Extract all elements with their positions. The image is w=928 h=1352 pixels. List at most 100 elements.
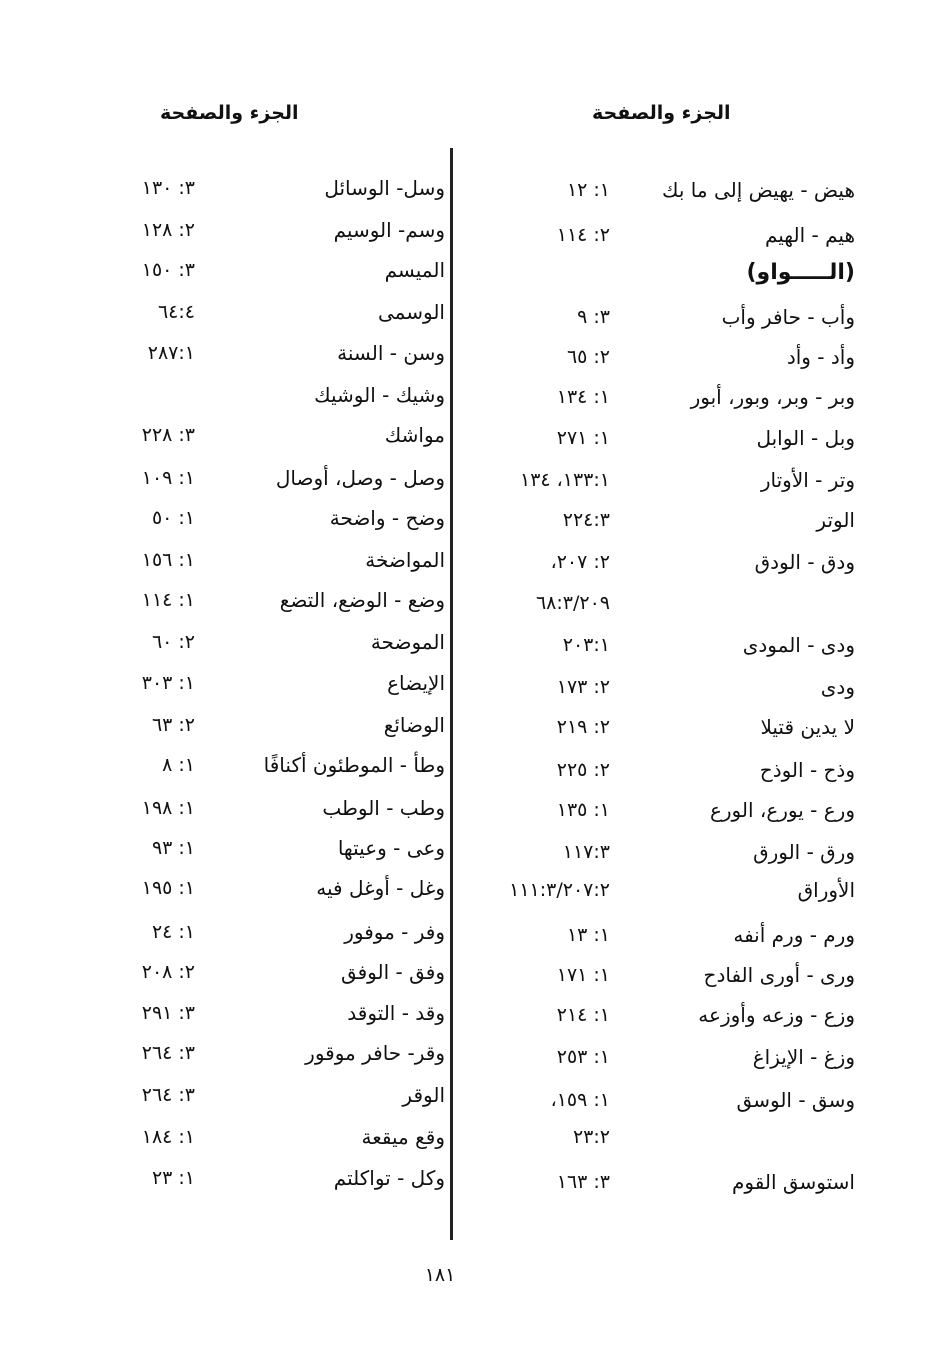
right-index-term: وزغ - الإيزاغ [752, 1045, 855, 1069]
left-index-term: وغل - أوغل فيه [316, 876, 445, 900]
left-index-term: وكل - تواكلتم [333, 1166, 445, 1190]
right-index-term: وبر - وبر، وبور، أبور [690, 385, 855, 409]
left-index-term: الوقر [402, 1083, 445, 1107]
right-page-reference: ٢١٤ :١ [556, 1004, 610, 1026]
left-index-term: الإيضاع [387, 671, 445, 695]
left-index-term: وسم- الوسيم [333, 218, 445, 242]
right-index-term: ودى - المودى [742, 633, 855, 657]
right-page-reference: ٢١٩ :٢ [556, 716, 610, 738]
left-page-reference: ١٨٤ :١ [141, 1126, 195, 1148]
left-page-reference: ١٣٠ :٣ [141, 177, 195, 199]
right-page-reference: ٢٠٣:١ [562, 634, 610, 656]
left-index-term: وقر- حافر موقور [305, 1041, 445, 1065]
left-index-term: الوضائع [383, 713, 445, 737]
left-page-reference: ١٥٠ :٣ [141, 259, 195, 281]
right-index-term: الأوراق [797, 878, 855, 902]
left-index-term: مواشك [384, 423, 445, 447]
right-index-term: ورى - أورى الفادح [703, 963, 855, 987]
left-page-reference: ١٠٩ :١ [141, 467, 195, 489]
left-index-term: الوسمى [378, 300, 445, 324]
right-page-reference: ٦٥ :٢ [566, 346, 610, 368]
right-index-term: هيض - يهيض إلى ما بك [662, 178, 855, 202]
left-index-term: وطب - الوطب [322, 796, 445, 820]
right-page-reference: ،١٥٩ :١ [550, 1089, 610, 1111]
right-index-term: ورق - الورق [753, 840, 855, 864]
left-page-reference: ٢٤ :١ [151, 921, 195, 943]
left-page-reference: ٢٩١ :٣ [141, 1002, 195, 1024]
left-page-reference: ٢٦٤ :٣ [141, 1042, 195, 1064]
left-index-term: وعى - وعيتها [337, 836, 445, 860]
left-page-reference: ٢٨٧:١ [147, 342, 195, 364]
left-page-reference: ١٢٨ :٢ [141, 219, 195, 241]
left-page-reference: ٢٢٨ :٣ [141, 424, 195, 446]
column-divider [450, 148, 453, 1240]
right-index-term: استوسق القوم [732, 1170, 855, 1194]
right-page-reference: ٢٧١ :١ [556, 427, 610, 449]
right-column-header: الجزء والصفحة [592, 102, 731, 124]
left-page-reference: ١٩٥ :١ [141, 877, 195, 899]
left-page-reference: ٨ :١ [162, 754, 195, 776]
right-page-reference: ٢٣:٢ [572, 1126, 610, 1148]
right-index-term: ودى [820, 675, 855, 699]
left-page-reference: ٥٠ :١ [151, 507, 195, 529]
right-index-term: الوتر [816, 508, 855, 532]
right-index-term: هيم - الهيم [764, 223, 855, 247]
right-page-reference: ،٢٠٧ :٢ [550, 551, 610, 573]
left-index-term: وطأ - الموطئون أكنافًا [263, 753, 445, 777]
page-number: ١٨١ [424, 1264, 456, 1286]
right-page-reference: ٩ :٣ [577, 306, 610, 328]
right-index-term: وأد - وأد [786, 345, 855, 369]
right-index-term: وسق - الوسق [736, 1088, 855, 1112]
right-index-term: ورم - ورم أنفه [733, 923, 855, 947]
right-page-reference: ١١١:٣/٢٠٧:٢ [509, 879, 610, 901]
left-index-term: وقد - التوقد [347, 1001, 445, 1025]
left-page-reference: ٦٠ :٢ [151, 631, 195, 653]
left-page-reference: ١١٤ :١ [141, 589, 195, 611]
left-page-reference: ١٩٨ :١ [141, 797, 195, 819]
left-index-term: وشيك - الوشيك [314, 383, 445, 407]
left-page-reference: ٢٠٨ :٢ [141, 961, 195, 983]
left-index-term: وقع ميقعة [361, 1125, 445, 1149]
right-index-term: وزع - وزعه وأوزعه [698, 1003, 855, 1027]
left-page-reference: ٣٠٣ :١ [141, 672, 195, 694]
left-index-term: وفق - الوفق [340, 960, 445, 984]
right-page-reference: ١٧١ :١ [556, 964, 610, 986]
right-page-reference: ١١٤ :٢ [556, 224, 610, 246]
right-page-reference: ٢٢٥ :٢ [556, 759, 610, 781]
right-index-term: وتر - الأوتار [760, 468, 855, 492]
left-index-term: وصل - وصل، أوصال [275, 466, 445, 490]
right-page-reference: ١٣٥ :١ [556, 799, 610, 821]
left-index-term: وضع - الوضع، التضع [279, 588, 445, 612]
right-page-reference: ١٢ :١ [566, 179, 610, 201]
right-page-reference: ٢٥٣ :١ [556, 1046, 610, 1068]
right-index-term: وذح - الوذح [759, 758, 855, 782]
right-index-term: وبل - الوابل [756, 426, 855, 450]
left-index-term: المواضخة [365, 548, 445, 572]
left-page-reference: ٢٦٤ :٣ [141, 1084, 195, 1106]
right-index-term: وأب - حافر وأب [721, 305, 855, 329]
right-index-term: لا يدين قتيلا [760, 715, 855, 739]
right-index-term: ودق - الودق [754, 550, 855, 574]
right-page-reference: ٦٨:٣/٢٠٩ [535, 592, 610, 614]
left-index-term: وضح - واضحة [329, 506, 445, 530]
left-index-term: وسل- الوسائل [324, 176, 445, 200]
right-page-reference: ١٦٣ :٣ [556, 1171, 610, 1193]
right-page-reference: ١٧٣ :٢ [556, 676, 610, 698]
right-page-reference: ٢٢٤:٣ [562, 509, 610, 531]
left-index-term: الميسم [384, 258, 445, 282]
section-heading: (الـــــواو) [746, 260, 855, 285]
right-page-reference: ١٣٤ ،١٣٣:١ [519, 469, 610, 491]
right-index-term: ورع - يورع، الورع [709, 798, 855, 822]
left-page-reference: ٢٣ :١ [151, 1167, 195, 1189]
left-index-term: وسن - السنة [337, 341, 445, 365]
right-page-reference: ١٣٤ :١ [556, 386, 610, 408]
left-index-term: وفر - موفور [344, 920, 445, 944]
left-index-term: الموضحة [370, 630, 445, 654]
right-page-reference: ١١٧:٣ [562, 841, 610, 863]
left-page-reference: ٦٤:٤ [157, 301, 195, 323]
left-page-reference: ٦٣ :٢ [151, 714, 195, 736]
left-column-header: الجزء والصفحة [160, 102, 299, 124]
left-page-reference: ٩٣ :١ [151, 837, 195, 859]
right-page-reference: ١٣ :١ [566, 924, 610, 946]
left-page-reference: ١٥٦ :١ [141, 549, 195, 571]
